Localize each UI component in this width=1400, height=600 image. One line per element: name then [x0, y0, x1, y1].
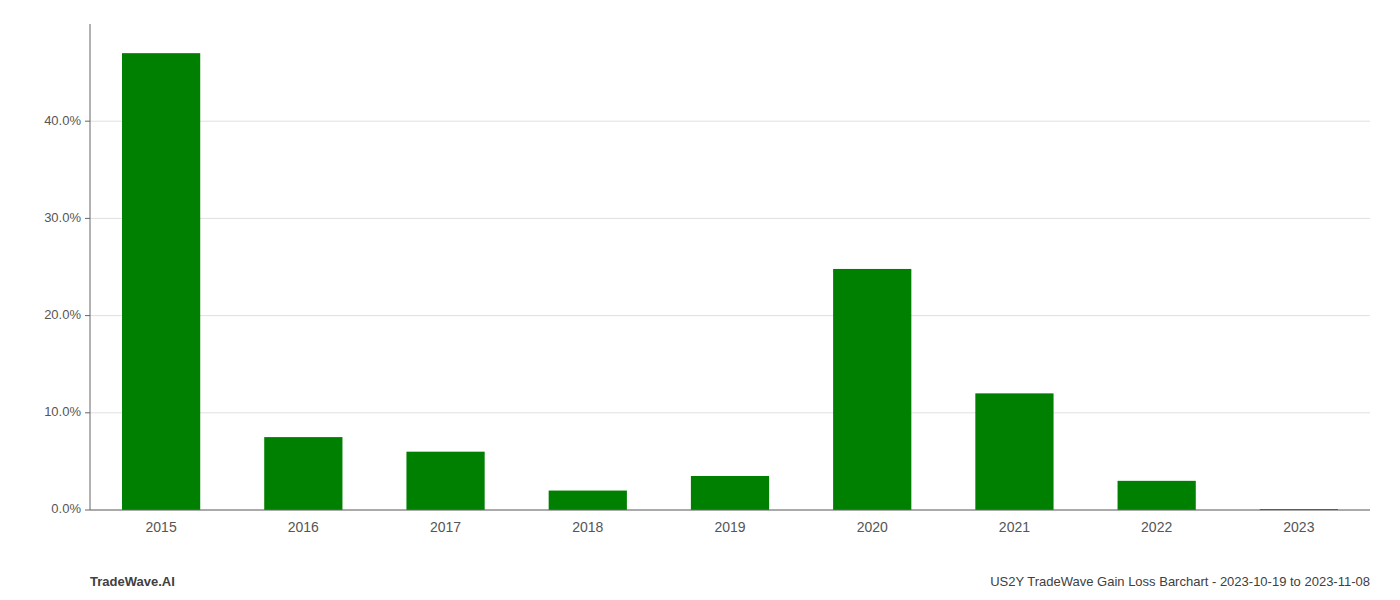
- grid-line: [90, 121, 1370, 122]
- x-tick-label: 2016: [288, 519, 319, 535]
- bars: [122, 53, 1338, 510]
- y-tick-label: 20.0%: [44, 307, 81, 322]
- y-tick-label: 0.0%: [51, 501, 81, 516]
- chart-container: 0.0% 10.0% 20.0% 30.0% 40.0% 2015 2016 2017 2018…: [0, 0, 1400, 600]
- x-tick-label: 2020: [857, 519, 888, 535]
- y-tick-label: 40.0%: [44, 113, 81, 128]
- annotation: US2Y TradeWave Gain Loss Barchart - 2023…: [990, 574, 1370, 589]
- y-axis-line: [90, 24, 91, 510]
- x-tick-label: 2019: [714, 519, 745, 535]
- bar: [691, 476, 769, 510]
- x-axis-line: [90, 510, 1370, 511]
- y-tick-label: 30.0%: [44, 210, 81, 225]
- grid: [90, 121, 1370, 510]
- y-axis: 0.0% 10.0% 20.0% 30.0% 40.0%: [44, 24, 90, 516]
- x-tick-label: 2015: [146, 519, 177, 535]
- x-tick-label: 2018: [572, 519, 603, 535]
- y-tick: [85, 121, 90, 122]
- x-axis: 2015 2016 2017 2018 2019 2020 2021 2022 2023: [90, 510, 1370, 535]
- bar: [549, 491, 627, 510]
- annotation: TradeWave.AI: [90, 574, 175, 589]
- grid-line: [90, 218, 1370, 219]
- grid-line: [90, 510, 1370, 511]
- bar: [975, 393, 1053, 510]
- grid-line: [90, 315, 1370, 316]
- y-tick: [85, 315, 90, 316]
- x-tick-label: 2023: [1283, 519, 1314, 535]
- y-tick: [85, 218, 90, 219]
- x-tick-label: 2021: [999, 519, 1030, 535]
- bar: [406, 452, 484, 510]
- x-tick-label: 2017: [430, 519, 461, 535]
- x-tick-label: 2022: [1141, 519, 1172, 535]
- bar: [122, 53, 200, 510]
- y-tick: [85, 510, 90, 511]
- y-tick: [85, 412, 90, 413]
- chart: 0.0% 10.0% 20.0% 30.0% 40.0% 2015 2016 2017 2018…: [0, 0, 1400, 600]
- y-tick-label: 10.0%: [44, 404, 81, 419]
- bar: [1118, 481, 1196, 510]
- grid-line: [90, 412, 1370, 413]
- bar: [833, 269, 911, 510]
- bar: [264, 437, 342, 510]
